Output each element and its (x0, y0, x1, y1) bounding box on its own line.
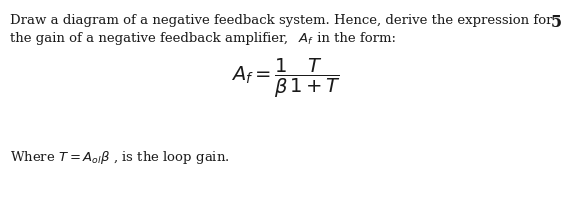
Text: Draw a diagram of a negative feedback system. Hence, derive the expression for: Draw a diagram of a negative feedback sy… (10, 14, 553, 27)
Text: 5: 5 (551, 14, 562, 31)
Text: in the form:: in the form: (313, 32, 396, 45)
Text: the gain of a negative feedback amplifier,: the gain of a negative feedback amplifie… (10, 32, 292, 45)
Text: $A_f = \dfrac{1}{\beta}\dfrac{T}{1+T}$: $A_f = \dfrac{1}{\beta}\dfrac{T}{1+T}$ (231, 57, 341, 100)
Text: $A_f$: $A_f$ (298, 32, 314, 47)
Text: Where $T = A_{ol}\beta$ , is the loop gain.: Where $T = A_{ol}\beta$ , is the loop ga… (10, 149, 230, 166)
